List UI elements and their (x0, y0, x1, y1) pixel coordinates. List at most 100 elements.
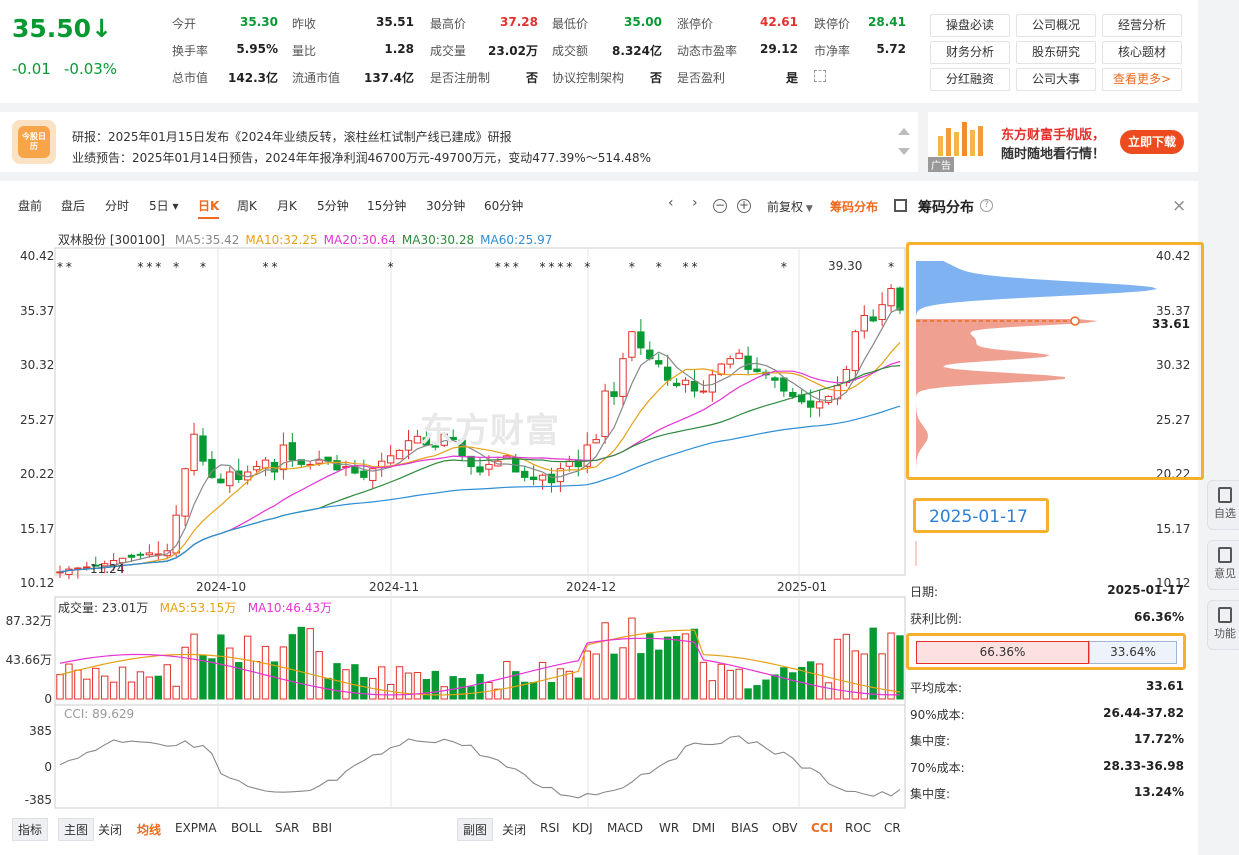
quote-nav-button[interactable]: 股东研究 (1016, 41, 1096, 64)
price-tick: 10.12 (20, 576, 55, 590)
chip-price-tick: 10.12 (1156, 576, 1191, 590)
candle-body (386, 455, 395, 464)
side-button[interactable]: 自选 (1207, 480, 1239, 530)
adjust-select[interactable]: 前复权 ▼ (767, 200, 813, 214)
volume-bar (806, 661, 815, 700)
signal-star: * (271, 260, 277, 274)
main-indicator-3[interactable]: 均线 (137, 823, 162, 837)
main-indicator-4[interactable]: EXPMA (175, 821, 217, 835)
news-forecast-link[interactable]: 业绩预告：2025年01月14日预告，2024年年报净利润46700万元-497… (72, 151, 652, 165)
quote-nav-button[interactable]: 经营分析 (1102, 14, 1182, 37)
news-research-link[interactable]: 研报：2025年01月15日发布《2024年业绩反转，滚柱丝杠试制产线已建成》研… (72, 130, 512, 144)
sub-indicator-5[interactable]: WR (659, 821, 680, 835)
quote-nav-button[interactable]: 分红融资 (930, 68, 1010, 91)
main-indicator-1[interactable]: 主图 (58, 818, 95, 841)
volume-bar (762, 679, 770, 700)
volume-bar (681, 633, 690, 700)
period-tab[interactable]: 5日 ▾ (149, 199, 179, 213)
candle-body (181, 468, 189, 517)
quote-label: 动态市盈率 (677, 44, 738, 58)
quote-nav-button[interactable]: 公司概况 (1016, 14, 1096, 37)
main-indicator-5[interactable]: BOLL (231, 821, 262, 835)
chip-toggle[interactable]: 筹码分布 (830, 200, 879, 214)
volume-bar (395, 666, 404, 700)
period-tab[interactable]: 5分钟 (317, 199, 349, 213)
next-icon[interactable]: › (692, 195, 698, 211)
candle-body (824, 395, 833, 403)
sub-indicator-7[interactable]: BIAS (731, 821, 759, 835)
volume-bar (798, 666, 806, 700)
volume-bar (574, 677, 582, 700)
quote-label: 最高价 (430, 17, 467, 31)
chip-row-value: 2025-01-17 (1107, 583, 1184, 597)
main-indicator-2[interactable]: 关闭 (98, 823, 123, 837)
volume-bar (851, 650, 860, 700)
period-tab[interactable]: 盘后 (61, 199, 86, 213)
volume-bar (413, 672, 422, 700)
period-tab[interactable]: 盘前 (18, 199, 43, 213)
main-indicator-6[interactable]: SAR (275, 821, 300, 835)
close-icon[interactable]: × (1172, 196, 1187, 216)
quote-label: 成交量 (430, 44, 467, 58)
period-tab[interactable]: 周K (237, 199, 257, 213)
period-tab[interactable]: 分时 (105, 199, 130, 213)
candle-body (735, 352, 743, 360)
download-button[interactable]: 立即下载 (1120, 130, 1184, 154)
sub-indicator-4[interactable]: MACD (607, 821, 643, 835)
chip-row-value: 66.36% (1134, 610, 1184, 624)
prev-icon[interactable]: ‹ (668, 195, 674, 211)
candle-body (74, 567, 82, 570)
quote-label: 涨停价 (677, 17, 714, 31)
chart-watermark: 东方财富 (420, 411, 560, 451)
date-tick: 2024-12 (566, 580, 617, 594)
volume-bar (56, 674, 64, 700)
help-icon[interactable]: ? (980, 199, 993, 212)
sub-indicator-6[interactable]: DMI (692, 821, 716, 835)
volume-tick: 87.32万 (5, 614, 52, 628)
scroll-down-icon[interactable] (898, 148, 910, 155)
period-tab[interactable]: 15分钟 (367, 199, 407, 213)
sub-indicator-0[interactable]: 副图 (457, 818, 494, 841)
main-indicator-0[interactable]: 指标 (12, 818, 49, 841)
volume-bar (726, 669, 734, 700)
sub-indicator-10[interactable]: ROC (845, 821, 872, 835)
quote-nav-button[interactable]: 公司大事 (1016, 68, 1096, 91)
quote-nav-button[interactable]: 核心题材 (1102, 41, 1182, 64)
quote-nav-button[interactable]: 操盘必读 (930, 14, 1010, 37)
period-tab[interactable]: 月K (277, 199, 297, 213)
fullscreen-icon[interactable] (894, 199, 907, 212)
sub-indicator-8[interactable]: OBV (772, 821, 798, 835)
sub-indicator-11[interactable]: CR (884, 821, 901, 835)
candle-body (681, 379, 690, 386)
signal-star: * (137, 260, 143, 274)
signal-star: * (656, 260, 662, 274)
volume-bar (261, 645, 270, 700)
volume-bar (333, 663, 341, 700)
quote-nav-button[interactable]: 财务分析 (930, 41, 1010, 64)
volume-bar (100, 675, 109, 700)
volume-bar (780, 667, 788, 700)
sub-indicator-1[interactable]: 关闭 (502, 823, 527, 837)
candle-body (378, 460, 386, 468)
app-ad[interactable]: 广告 东方财富手机版， 随时随地看行情！ 立即下载 (928, 112, 1198, 172)
zoom-in-icon[interactable]: + (737, 198, 751, 213)
volume-bar (869, 627, 877, 700)
sub-indicator-3[interactable]: KDJ (572, 821, 593, 835)
scroll-up-icon[interactable] (898, 128, 910, 135)
sub-indicator-9[interactable]: CCI (811, 821, 834, 835)
side-button[interactable]: 意见 (1207, 540, 1239, 590)
zoom-out-icon[interactable]: − (713, 198, 727, 213)
period-tab[interactable]: 日K (198, 197, 220, 219)
quote-label: 流通市值 (292, 71, 341, 85)
sub-indicator-2[interactable]: RSI (540, 821, 560, 835)
period-tab[interactable]: 60分钟 (484, 199, 524, 213)
candle-body (655, 360, 663, 365)
side-button[interactable]: 功能 (1207, 600, 1239, 650)
quote-nav-button[interactable]: 查看更多> (1102, 68, 1182, 91)
expand-icon[interactable] (814, 70, 826, 82)
period-tab[interactable]: 30分钟 (426, 199, 466, 213)
main-indicator-7[interactable]: BBI (312, 821, 333, 835)
volume-bar (672, 635, 681, 700)
volume-bar (735, 668, 743, 700)
quote-value: 是 (785, 71, 798, 85)
